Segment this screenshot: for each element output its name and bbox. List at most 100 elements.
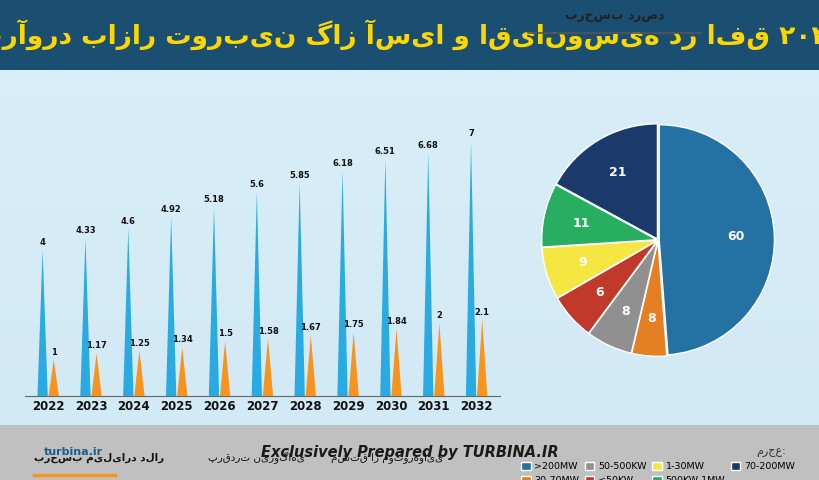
Text: 2: 2: [436, 311, 441, 320]
Bar: [0, 86, 819, 91]
Bar: [0, 269, 819, 274]
Polygon shape: [214, 207, 219, 396]
Bar: [0, 259, 819, 264]
Text: 1.67: 1.67: [300, 323, 321, 332]
Polygon shape: [225, 341, 230, 396]
Polygon shape: [263, 338, 273, 396]
Bar: [0, 163, 819, 168]
Bar: [0, 115, 819, 120]
Bar: [0, 403, 819, 408]
Bar: [0, 72, 819, 77]
Text: 1.75: 1.75: [343, 320, 364, 329]
Legend: >200MW, 30-70MW, 50-500KW, <50KW, 1-30MW, 500KW-1MW, 70-200MW: >200MW, 30-70MW, 50-500KW, <50KW, 1-30MW…: [517, 458, 798, 480]
Bar: [0, 221, 819, 226]
Polygon shape: [348, 332, 359, 396]
Text: 1.25: 1.25: [129, 338, 150, 348]
Bar: [0, 274, 819, 278]
Text: 1.17: 1.17: [86, 341, 106, 350]
Text: برآورد بازار توربین گاز آسیا و اقیانوسیه در افق ۲۰۳۲: برآورد بازار توربین گاز آسیا و اقیانوسیه…: [0, 20, 819, 50]
Polygon shape: [85, 238, 90, 396]
Bar: [0, 370, 819, 374]
Bar: [0, 139, 819, 144]
Bar: [0, 67, 819, 72]
Bar: [0, 374, 819, 379]
Polygon shape: [171, 217, 176, 396]
Wedge shape: [658, 125, 773, 355]
Text: Exclusively Prepared by TURBINA.IR: Exclusively Prepared by TURBINA.IR: [261, 444, 558, 460]
Bar: [0, 182, 819, 187]
Bar: [0, 470, 819, 475]
Bar: [0, 408, 819, 413]
Polygon shape: [482, 320, 486, 396]
Polygon shape: [165, 217, 176, 396]
Text: 6: 6: [595, 286, 603, 299]
Bar: [0, 379, 819, 384]
Bar: [0, 206, 819, 211]
Text: 5.18: 5.18: [203, 195, 224, 204]
Bar: [0, 106, 819, 110]
Bar: [0, 110, 819, 115]
Bar: [0, 336, 819, 341]
Bar: [0, 288, 819, 293]
Text: 1.58: 1.58: [257, 326, 278, 336]
Bar: [0, 178, 819, 182]
Polygon shape: [128, 228, 133, 396]
Bar: [0, 254, 819, 259]
Bar: [0, 5, 819, 10]
Bar: [0, 413, 819, 418]
Bar: [0, 331, 819, 336]
Text: 11: 11: [572, 216, 590, 229]
Bar: [0, 24, 819, 29]
Wedge shape: [631, 241, 666, 356]
Text: 5.85: 5.85: [289, 171, 310, 180]
Polygon shape: [380, 159, 390, 396]
Bar: [0, 307, 819, 312]
Text: 6.18: 6.18: [332, 159, 352, 168]
Bar: [0, 432, 819, 437]
Bar: [0, 62, 819, 67]
Bar: [0, 120, 819, 125]
Bar: [0, 326, 819, 331]
Polygon shape: [465, 141, 476, 396]
Polygon shape: [470, 141, 476, 396]
Polygon shape: [123, 228, 133, 396]
Bar: [0, 283, 819, 288]
Bar: [0, 302, 819, 307]
Bar: [0, 125, 819, 130]
FancyBboxPatch shape: [310, 447, 326, 469]
Text: 5.6: 5.6: [249, 180, 264, 189]
Polygon shape: [54, 360, 59, 396]
Polygon shape: [97, 353, 102, 396]
Bar: [0, 168, 819, 173]
Bar: [0, 312, 819, 317]
Text: 1.5: 1.5: [217, 329, 233, 338]
Text: 8: 8: [647, 312, 655, 324]
Text: 6.51: 6.51: [374, 147, 396, 156]
Wedge shape: [541, 185, 656, 247]
Bar: [0, 389, 819, 394]
Polygon shape: [299, 183, 305, 396]
Polygon shape: [43, 250, 48, 396]
Bar: [0, 101, 819, 106]
Text: 4: 4: [39, 239, 46, 247]
Bar: [0, 264, 819, 269]
Bar: [0, 466, 819, 470]
Polygon shape: [38, 250, 48, 396]
Bar: [0, 48, 819, 53]
Bar: [0, 250, 819, 254]
Bar: [0, 235, 819, 240]
Polygon shape: [391, 329, 401, 396]
Bar: [0, 475, 819, 480]
Bar: [0, 442, 819, 446]
Bar: [0, 19, 819, 24]
Text: 1: 1: [51, 348, 57, 357]
Bar: [0, 38, 819, 43]
Text: برحسب درصد: برحسب درصد: [564, 9, 663, 22]
Bar: [0, 451, 819, 456]
Bar: [0, 216, 819, 221]
Polygon shape: [268, 338, 273, 396]
Text: 9: 9: [578, 256, 586, 269]
Bar: [0, 192, 819, 197]
Bar: [0, 398, 819, 403]
Text: 8: 8: [620, 305, 629, 318]
